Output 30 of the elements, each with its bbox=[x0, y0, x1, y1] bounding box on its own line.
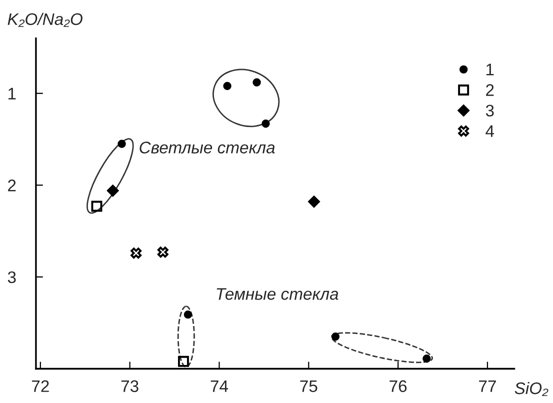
point bbox=[106, 184, 119, 197]
x-axis-title: SiO₂ bbox=[514, 382, 548, 396]
x-tick-label: 72 bbox=[32, 380, 49, 392]
x-tick-label: 75 bbox=[300, 380, 318, 392]
y-tick-label: 2 bbox=[8, 180, 16, 192]
point bbox=[178, 356, 189, 367]
point bbox=[223, 82, 232, 90]
annotation: Темные стекла bbox=[216, 288, 338, 300]
point bbox=[91, 200, 102, 212]
point bbox=[157, 246, 168, 258]
point bbox=[252, 78, 261, 86]
point bbox=[130, 248, 142, 259]
legend-label: 4 bbox=[486, 125, 494, 137]
legend-label: 3 bbox=[486, 104, 494, 117]
x-tick-label: 77 bbox=[479, 380, 496, 392]
legend-label: 2 bbox=[486, 84, 494, 96]
point bbox=[118, 140, 126, 148]
x-tick-label: 73 bbox=[121, 380, 138, 392]
point bbox=[262, 120, 270, 128]
y-tick-label: 3 bbox=[8, 271, 16, 284]
y-tick-label: 1 bbox=[8, 88, 16, 100]
point bbox=[331, 332, 340, 341]
point bbox=[184, 310, 192, 319]
x-tick-label: 76 bbox=[390, 380, 407, 392]
y-axis-title: K₂O/Na₂O bbox=[8, 12, 82, 27]
annotation: Светлые стекла bbox=[140, 142, 275, 154]
point bbox=[422, 354, 431, 363]
legend-label: 1 bbox=[486, 64, 494, 76]
point bbox=[308, 196, 320, 208]
x-tick-label: 74 bbox=[210, 380, 228, 392]
